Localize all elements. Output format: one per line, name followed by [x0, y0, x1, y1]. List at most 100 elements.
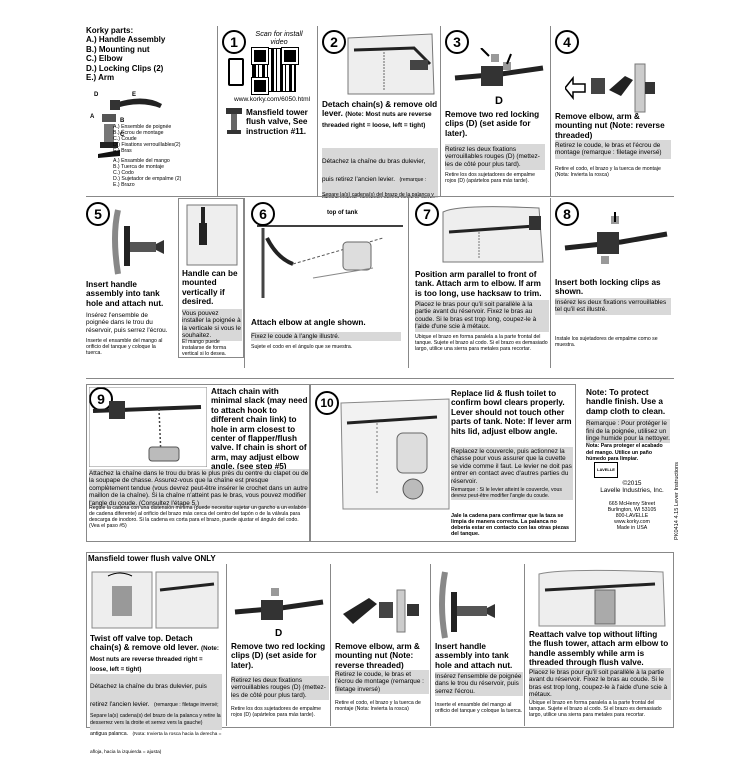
flush-valve-icon — [226, 108, 242, 134]
step-4-en: Remove elbow, arm & mounting nut (Note: … — [555, 112, 665, 140]
replace-lid-illustration — [340, 398, 450, 510]
protect-fr: Remarque : Pour protéger le fini de la p… — [586, 419, 670, 444]
parts-item-d: D.) Locking Clips (2) — [86, 63, 164, 73]
mansfield-header: Mansfield tower flush valve ONLY — [88, 554, 216, 563]
parts-fr-e: E.) Bras — [113, 148, 132, 155]
parts-es-e: E.) Brazo — [113, 182, 135, 189]
step-5-panel: 5 Insert handle assembly into tank hole … — [86, 198, 178, 368]
parts-section: Korky parts: A.) Handle Assembly B.) Mou… — [86, 26, 216, 166]
mansfield-1-fr: Détachez la chaîne du bras dulevier, pui… — [90, 674, 222, 730]
step-10-panel: 10 Replace lid & flush toilet to confirm… — [310, 384, 576, 542]
step-10-en: Replace lid & flush toilet to confirm bo… — [451, 389, 572, 436]
mansfield-1-en: Twist off valve top. Detach chain(s) & r… — [90, 634, 222, 675]
label-a: A — [90, 114, 95, 120]
insert-handle-illustration — [112, 209, 164, 275]
elbow-angle-illustration — [257, 225, 403, 298]
step-3-fr: Retirez les deux fixations verrouillable… — [445, 144, 545, 171]
mansfield-3-fr: Retirez le coude, le bras et l'écrou de … — [335, 670, 429, 695]
step-9-en: Attach chain with minimal slack (may nee… — [211, 387, 308, 472]
label-d: D — [94, 92, 99, 98]
parts-fr-a: A.) Ensemble de poignée — [113, 124, 172, 130]
parts-list-es: A.) Ensamble del mango B.) Tuerca de mon… — [113, 158, 209, 188]
step-5-en: Insert handle assembly into tank hole an… — [86, 280, 164, 308]
step-8-panel: 8 Insert both locking clips as shown. In… — [550, 198, 674, 368]
document-code: PK0414 4.15 Lever Instructions — [674, 461, 680, 540]
mansfield-1-fr-note: (remarque : filetage inversé; desserrez … — [90, 702, 219, 726]
mansfield-insert-handle-illustration — [439, 571, 495, 639]
parts-title: Korky parts: — [86, 26, 134, 35]
mansfield-step-1: Twist off valve top. Detach chain(s) & r… — [88, 564, 222, 755]
step-10-fr-main: Replacez le couvercle, puis actionnez la… — [451, 448, 572, 485]
insert-clips-illustration — [564, 212, 668, 264]
step-6-panel: 6 top of tank Attach elbow at angle show… — [244, 198, 408, 368]
parts-es-b: B.) Tuerca de montaje — [113, 164, 165, 171]
step-2-en: Detach chain(s) & remove old lever. — [322, 100, 438, 119]
protect-en: Note: To protect handle finish. Use a da… — [586, 388, 666, 416]
parts-item-c: C.) Elbow — [86, 54, 123, 64]
address-line-4[interactable]: www.korky.com — [614, 519, 650, 526]
handle-box-es: El mango puede instalarse de forma verti… — [182, 339, 227, 358]
top-of-tank-label: top of tank — [327, 210, 358, 216]
step-10-number: 10 — [315, 391, 339, 415]
step-7-es: Ubique el brazo en forma paralela a la p… — [415, 334, 548, 353]
qr-corner-icon — [251, 47, 269, 65]
clip-label-d: D — [495, 95, 503, 107]
step-2-title: Detach chain(s) & remove old lever. (Not… — [322, 100, 438, 130]
address-line-2: Burlington, WI 53105 — [607, 506, 657, 513]
row-divider — [86, 196, 674, 197]
parts-es-a: A.) Ensamble del mango — [113, 158, 170, 164]
remove-elbow-illustration — [565, 63, 655, 113]
step-4-fr: Retirez le coude, le bras et l'écrou de … — [555, 140, 671, 159]
parts-list-fr: A.) Ensemble de poignée B.) Écrou de mon… — [113, 124, 209, 154]
lavelle-logo: LAVELLE — [594, 462, 618, 478]
step-4-es: Retire el codo, el brazo y la tuerca de … — [555, 166, 661, 179]
step-7-panel: 7 Position arm parallel to front of tank… — [408, 198, 550, 368]
label-b: B — [120, 118, 125, 124]
step-2-fr-main: Détachez la chaîne du bras dulevier, pui… — [322, 158, 426, 183]
parts-fr-d: D.) Fixations verrouillables(2) — [113, 142, 181, 149]
step-4-panel: 4 Remove elbow, arm & mounting nut (Note… — [550, 26, 674, 196]
qr-corner-icon — [251, 77, 269, 95]
parts-item-a: A.) Handle Assembly — [86, 35, 166, 45]
step-5-es: Inserte el ensamble del mango al orifici… — [86, 338, 163, 357]
vertical-handle-illustration — [186, 204, 238, 266]
mansfield-step-5: Reattach valve top without lifting the f… — [524, 564, 673, 726]
mansfield-5-en: Reattach valve top without lifting the f… — [529, 630, 669, 668]
step-1-panel: 1 Scan for install video www.korky.com/6… — [217, 26, 317, 196]
mansfield-1-main: Twist off valve top. Detach chain(s) & r… — [90, 634, 199, 653]
handle-box-en: Handle can be mounted vertically if desi… — [182, 269, 238, 307]
step-8-es: Instale los sujetadores de empalme como … — [555, 336, 658, 349]
step-3-panel: 3 D Remove two red locking clips (D) (se… — [440, 26, 550, 196]
row-divider — [86, 378, 674, 379]
mansfield-1-note: (Note: Most nuts are reverse threaded ri… — [90, 645, 219, 674]
chain-attach-illustration — [89, 387, 207, 467]
step-10-fr: Replacez le couvercle, puis actionnez la… — [451, 447, 573, 501]
step-3-number: 3 — [445, 30, 469, 54]
step-3-en: Remove two red locking clips (D) (set as… — [445, 110, 540, 138]
parts-es-c: C.) Codo — [113, 170, 134, 177]
step-6-number: 6 — [251, 202, 275, 226]
mansfield-3-es: Retire el codo, el brazo y la tuerca de … — [335, 700, 421, 713]
step-7-en: Position arm parallel to front of tank. … — [415, 270, 542, 298]
lavelle-logo-text: LAVELLE — [597, 467, 615, 472]
step-8-number: 8 — [555, 202, 579, 226]
parts-es-d: D.) Sujetador de empalme (2) — [113, 176, 182, 183]
mansfield-1-es-main: Separe la(s) cadena(s) del brazo de la p… — [90, 713, 221, 737]
step-9-panel: 9 Attach chain with minimal slack (may n… — [86, 384, 310, 542]
mansfield-2-es: Retire los dos sujetadores de empalme ro… — [231, 706, 321, 719]
mansfield-5-es: Ubique el brazo en forma paralela a la p… — [529, 700, 662, 719]
reattach-valve-illustration — [538, 569, 666, 627]
address-line-1: 665 McHenry Street — [608, 500, 656, 507]
step-5-fr: Insérez l'ensemble de poignée dans le tr… — [86, 312, 168, 334]
step-6-es: Sujete el codo en el ángulo que se muest… — [251, 344, 353, 350]
step-6-en: Attach elbow at angle shown. — [251, 318, 366, 327]
scan-label: Scan for install video — [255, 29, 303, 46]
step-4-number: 4 — [555, 30, 579, 54]
mansfield-clip-label-d: D — [275, 628, 282, 639]
copyright: ©2015 — [622, 480, 642, 487]
step-9-es: Regule la cadena con una distensión míni… — [89, 505, 307, 530]
handle-box-fr: Vous pouvez installer la poignée à la ve… — [182, 309, 242, 341]
mansfield-4-en: Insert handle assembly into tank hole an… — [435, 642, 513, 670]
video-url[interactable]: www.korky.com/6050.html — [234, 96, 311, 103]
step-5-number: 5 — [86, 202, 110, 226]
